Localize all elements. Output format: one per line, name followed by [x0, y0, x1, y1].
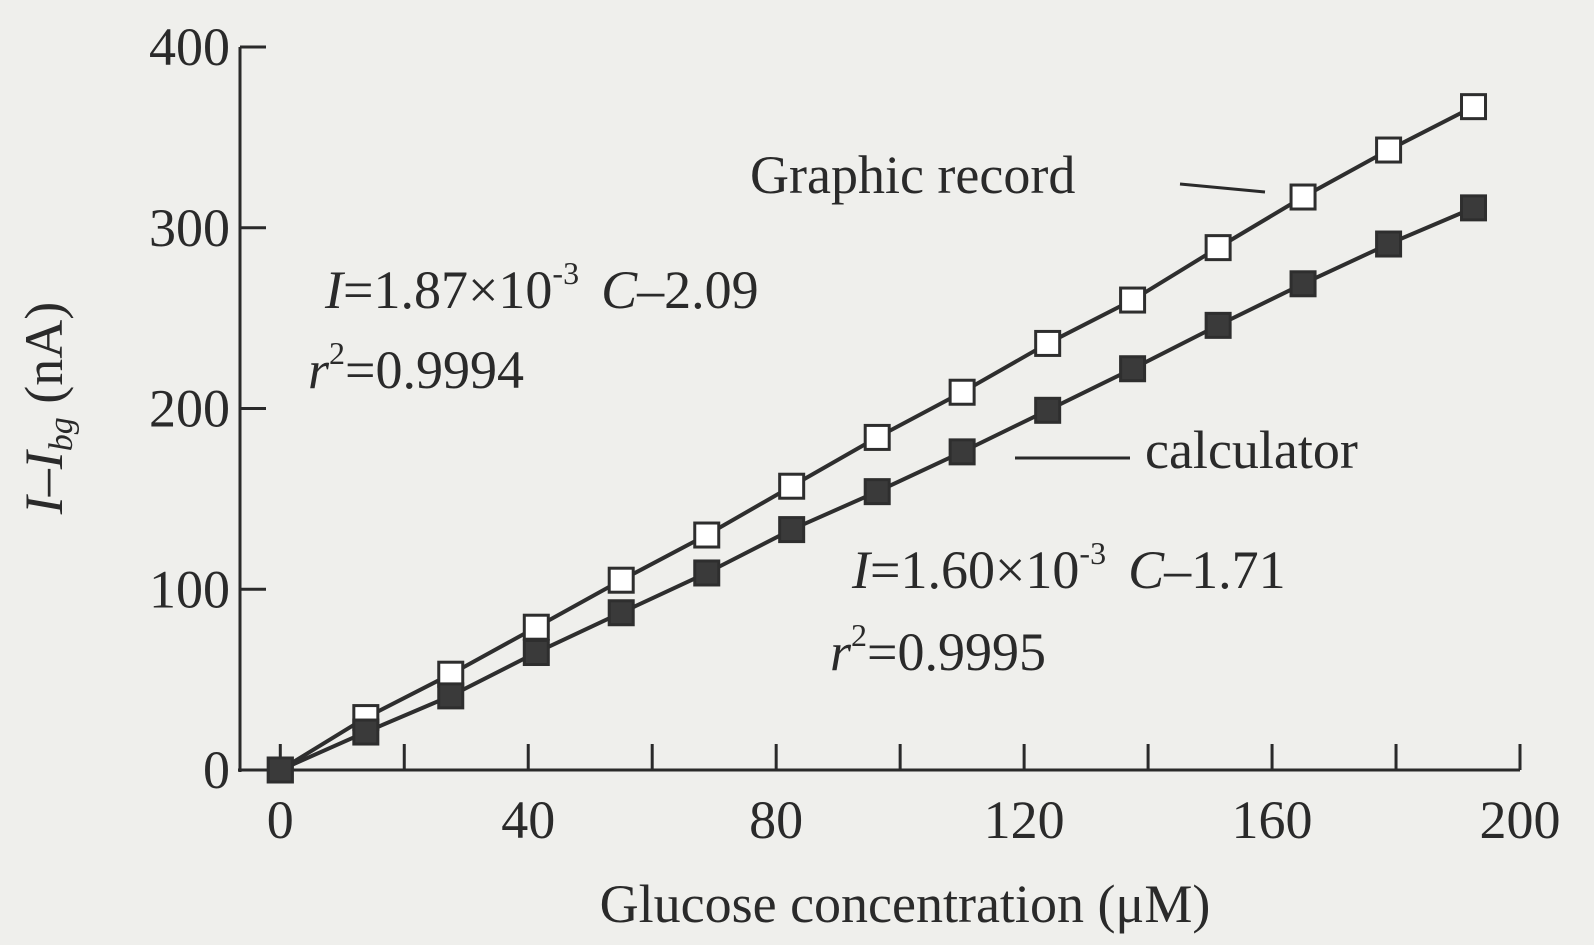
eq-rest: –2.09	[636, 260, 759, 320]
marker	[778, 472, 806, 500]
x-tick-label: 200	[1480, 790, 1561, 850]
marker	[778, 516, 806, 544]
marker	[863, 423, 891, 451]
marker	[607, 566, 635, 594]
y-label-unit: (nA)	[14, 302, 74, 417]
marker	[1119, 355, 1147, 383]
marker	[1460, 93, 1488, 121]
marker	[1034, 329, 1062, 357]
marker	[522, 639, 550, 667]
eq-exp: -3	[552, 255, 579, 291]
eq-coef: =1.60×10	[870, 540, 1079, 600]
eq-var: C	[601, 260, 638, 320]
r-val: =0.9994	[345, 340, 524, 400]
marker	[693, 559, 721, 587]
equation: I=1.60×10-3 C–1.71	[851, 535, 1286, 600]
marker	[863, 478, 891, 506]
r: r	[308, 340, 330, 400]
x-axis-label: Glucose concentration (μM)	[600, 874, 1211, 934]
series-label: Graphic record	[750, 145, 1075, 205]
r-val: =0.9995	[867, 622, 1046, 682]
x-tick-label: 120	[984, 790, 1065, 850]
y-label-sub: bg	[43, 417, 80, 451]
r-squared: r2=0.9994	[308, 335, 524, 400]
marker	[1119, 286, 1147, 314]
y-axis-label: I–Ibg (nA)	[14, 302, 80, 515]
marker	[1204, 234, 1232, 262]
eq-rest: –1.71	[1163, 540, 1286, 600]
marker	[1375, 230, 1403, 258]
marker	[1375, 136, 1403, 164]
y-tick-label: 0	[203, 740, 230, 800]
eq-coef: =1.87×10	[343, 260, 552, 320]
series-label: calculator	[1145, 420, 1358, 480]
y-tick-label: 300	[149, 198, 230, 258]
marker	[1289, 270, 1317, 298]
leader-line	[1179, 182, 1266, 194]
marker	[1460, 194, 1488, 222]
marker	[437, 682, 465, 710]
eq-lhs: I	[324, 260, 346, 320]
y-label-main: I–I	[14, 448, 74, 515]
r-exp: 2	[329, 335, 345, 371]
y-tick-label: 200	[149, 379, 230, 439]
y-tick-label: 400	[149, 17, 230, 77]
marker	[948, 438, 976, 466]
equation: I=1.87×10-3 C–2.09	[324, 255, 759, 320]
eq-var: C	[1128, 540, 1165, 600]
marker	[693, 521, 721, 549]
eq-exp: -3	[1079, 535, 1106, 571]
marker	[948, 378, 976, 406]
marker	[1289, 183, 1317, 211]
x-tick-label: 40	[501, 790, 555, 850]
marker	[522, 613, 550, 641]
marker	[352, 718, 380, 746]
y-tick-label: 100	[149, 559, 230, 619]
marker	[1204, 311, 1232, 339]
x-tick-label: 0	[267, 790, 294, 850]
r: r	[830, 622, 852, 682]
eq-lhs: I	[851, 540, 873, 600]
marker	[266, 756, 294, 784]
marker	[607, 599, 635, 627]
r-exp: 2	[851, 617, 867, 653]
x-tick-label: 160	[1232, 790, 1313, 850]
x-tick-label: 80	[749, 790, 803, 850]
marker	[1034, 396, 1062, 424]
r-squared: r2=0.9995	[830, 617, 1046, 682]
